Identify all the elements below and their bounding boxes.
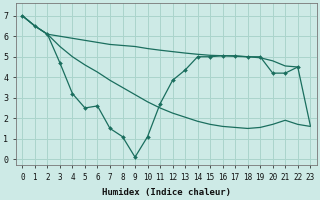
X-axis label: Humidex (Indice chaleur): Humidex (Indice chaleur) <box>102 188 231 197</box>
